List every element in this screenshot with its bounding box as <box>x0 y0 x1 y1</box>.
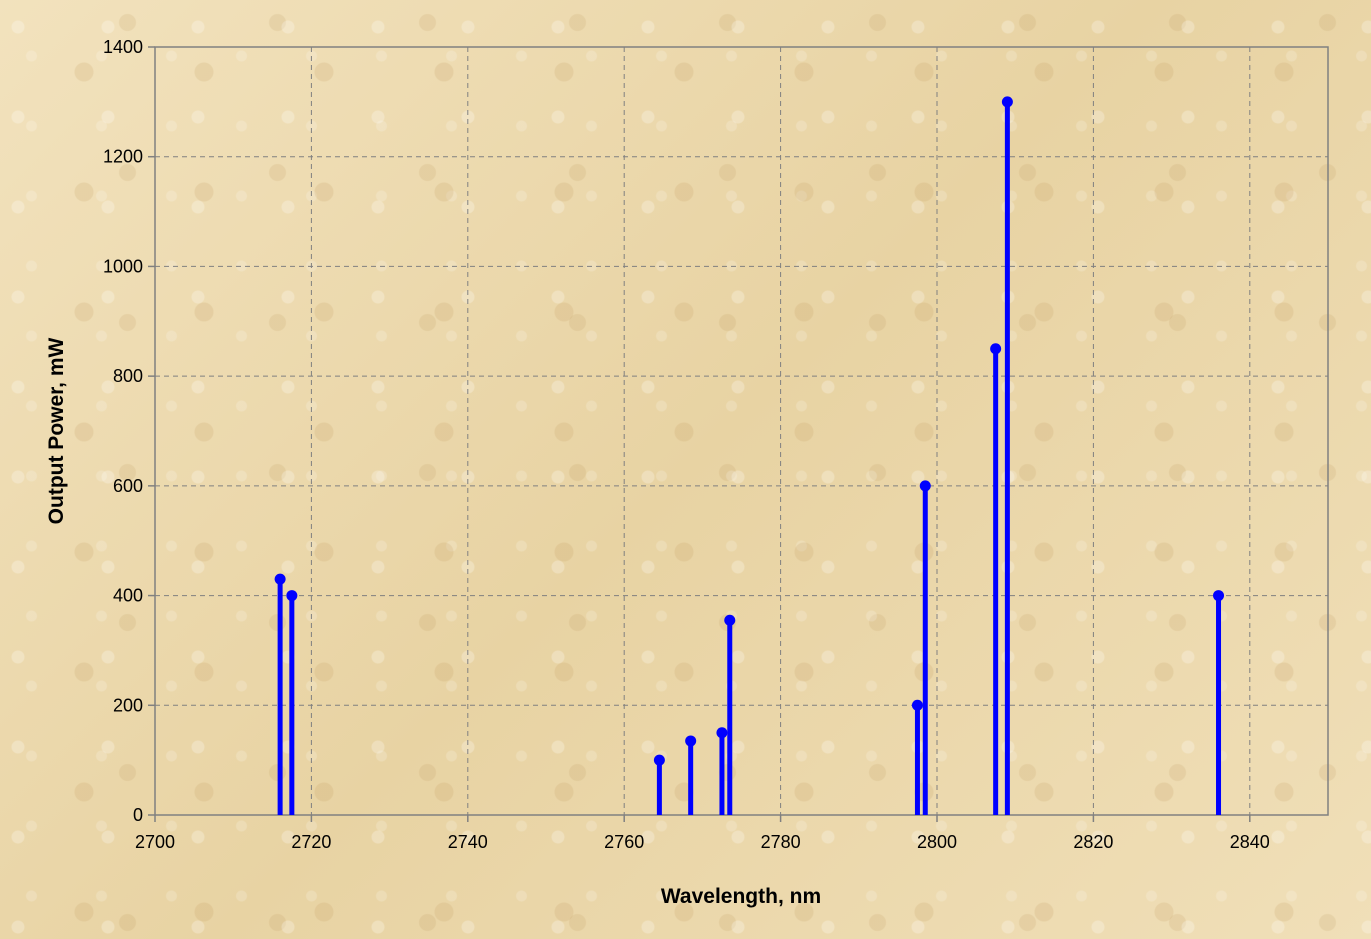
x-tick-label: 2780 <box>761 832 801 852</box>
y-tick-label: 0 <box>133 805 143 825</box>
x-axis-ticks: 2700 2720 2740 2760 2780 2800 2820 2840 <box>135 815 1270 852</box>
y-tick-label: 800 <box>113 366 143 386</box>
x-tick-label: 2840 <box>1230 832 1270 852</box>
data-point <box>685 735 697 747</box>
plot-area <box>154 46 1329 816</box>
grid <box>155 47 1328 815</box>
y-tick-label: 400 <box>113 586 143 606</box>
y-axis-title: Output Power, mW <box>45 337 68 524</box>
data-point <box>1001 96 1013 108</box>
x-tick-label: 2760 <box>604 832 644 852</box>
y-tick-label: 1000 <box>103 256 143 276</box>
x-tick-label: 2700 <box>135 832 175 852</box>
y-tick-label: 200 <box>113 695 143 715</box>
data-point <box>653 754 665 766</box>
x-tick-label: 2820 <box>1073 832 1113 852</box>
data-series <box>274 96 1225 815</box>
x-tick-label: 2720 <box>291 832 331 852</box>
data-point <box>990 343 1002 355</box>
y-tick-label: 1400 <box>103 37 143 57</box>
data-point <box>716 727 728 739</box>
data-point <box>274 573 286 585</box>
data-point <box>911 699 923 711</box>
x-tick-label: 2800 <box>917 832 957 852</box>
data-point <box>919 480 931 492</box>
data-point <box>1213 590 1225 602</box>
data-point <box>724 614 736 626</box>
y-tick-label: 600 <box>113 476 143 496</box>
data-point <box>286 590 298 602</box>
y-tick-label: 1200 <box>103 147 143 167</box>
x-tick-label: 2740 <box>448 832 488 852</box>
x-axis-title: Wavelength, nm <box>661 885 821 908</box>
y-axis-ticks: 0 200 400 600 800 1000 1200 1400 <box>103 37 155 825</box>
